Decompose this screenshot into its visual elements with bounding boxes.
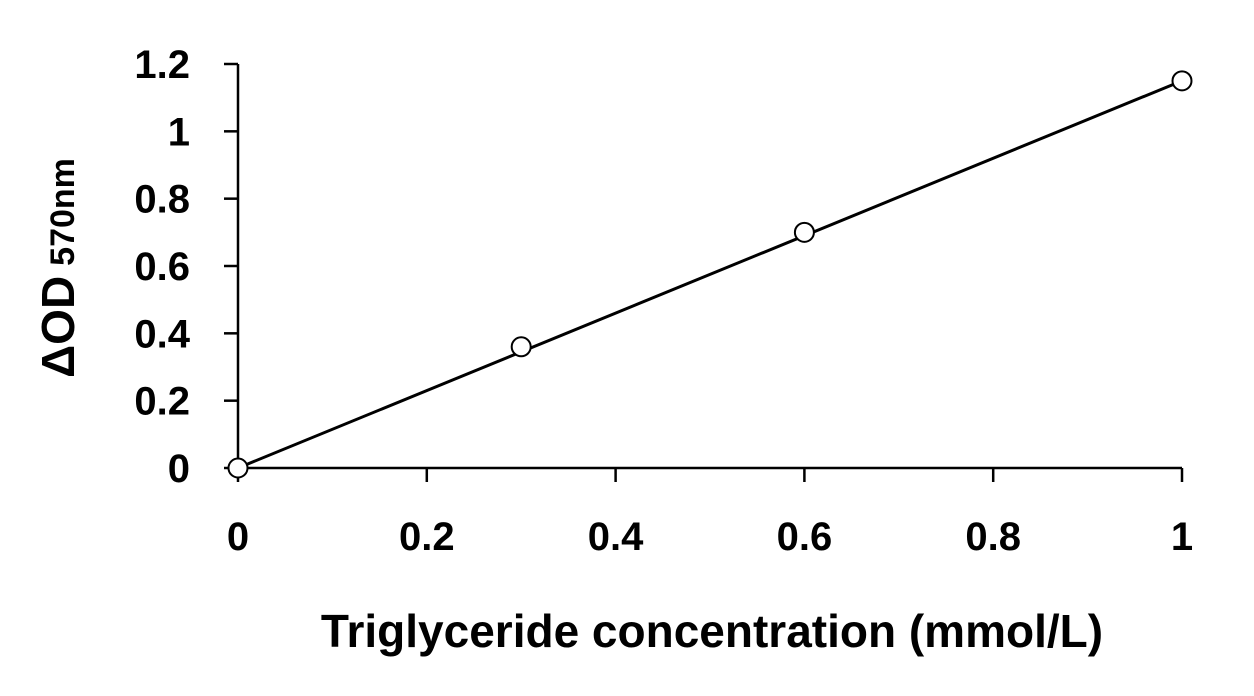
y-axis-title-main: ΔOD: [32, 276, 84, 378]
x-tick-label: 0.4: [588, 515, 644, 559]
x-tick-label: 0.2: [399, 515, 455, 559]
x-tick-label: 0.6: [777, 515, 833, 559]
y-axis-title: ΔOD 570nm: [32, 158, 84, 378]
x-axis-title: Triglyceride concentration (mmol/L): [321, 605, 1103, 657]
data-point: [1171, 70, 1193, 92]
data-point: [510, 336, 532, 358]
trendline: [237, 79, 1183, 470]
y-axis-title-sub: 570nm: [44, 158, 82, 266]
y-tick-label: 0.4: [134, 312, 190, 356]
plot-area: [227, 70, 1193, 479]
y-tick-label: 0.8: [134, 178, 190, 222]
x-tick-label: 0.8: [965, 515, 1021, 559]
y-tick-label: 1.2: [134, 43, 190, 87]
y-tick-label: 0.2: [134, 380, 190, 424]
y-tick-label: 0: [168, 447, 190, 491]
axes: [224, 62, 1184, 482]
y-tick-label: 1: [168, 110, 190, 154]
x-tick-labels: 0 0.2 0.4 0.6 0.8 1: [227, 515, 1193, 559]
y-tick-label: 0.6: [134, 245, 190, 289]
x-tick-label: 1: [1171, 515, 1193, 559]
x-tick-label: 0: [227, 515, 249, 559]
y-tick-labels: 0 0.2 0.4 0.6 0.8 1 1.2: [134, 43, 190, 491]
data-point: [227, 457, 249, 479]
data-point: [793, 221, 815, 243]
